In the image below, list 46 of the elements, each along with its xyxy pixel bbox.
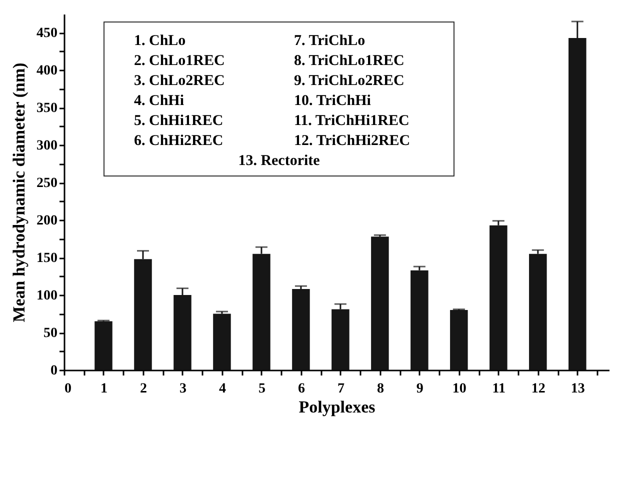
- x-tick-label: 13: [570, 382, 585, 396]
- annotation: 5. ChHi1REC: [134, 113, 224, 129]
- y-axis-title: Mean hydrodynamic diameter (nm): [10, 62, 28, 322]
- annotation: 13. Rectorite: [238, 153, 320, 169]
- y-tick-label: 450: [36, 26, 58, 42]
- annotation: 8. TriChLo1REC: [294, 53, 404, 69]
- y-tick-label: 150: [36, 251, 58, 266]
- x-tick-label: 12: [531, 382, 546, 396]
- x-tick-label: 7: [337, 382, 344, 396]
- x-tick-label: 11: [492, 382, 506, 396]
- y-tick-label: 400: [36, 64, 58, 79]
- bar: [410, 270, 428, 370]
- y-tick-label: 350: [36, 101, 58, 116]
- annotation: 4. ChHi: [134, 93, 184, 109]
- bar: [292, 289, 310, 370]
- annotation: 1. ChLo: [134, 33, 186, 49]
- y-tick-label: 100: [36, 288, 58, 304]
- annotation: 12. TriChHi2REC: [294, 133, 410, 149]
- x-tick-label: 0: [64, 382, 72, 396]
- x-tick-label: 5: [258, 382, 266, 396]
- y-tick-label: 250: [36, 176, 58, 192]
- bar: [529, 254, 547, 370]
- x-tick-label: 4: [218, 382, 226, 396]
- bar: [490, 225, 508, 370]
- x-tick-label: 1: [100, 382, 108, 396]
- annotation: 3. ChLo2REC: [134, 73, 225, 89]
- bar: [450, 310, 468, 370]
- annotation: 10. TriChHi: [294, 93, 371, 109]
- annotation: 2. ChLo1REC: [134, 53, 225, 69]
- y-tick-label: 50: [44, 326, 58, 342]
- x-tick-label: 9: [416, 382, 424, 396]
- x-tick-label: 6: [298, 382, 305, 396]
- annotation: 6. ChHi2REC: [134, 133, 224, 149]
- bar: [94, 321, 112, 370]
- y-tick-label: 200: [36, 214, 58, 229]
- annotation: 7. TriChLo: [294, 33, 366, 49]
- x-tick-label: 2: [140, 382, 147, 396]
- annotation: 9. TriChLo2REC: [294, 73, 404, 89]
- y-tick-label: 0: [50, 364, 58, 378]
- annotation: 11. TriChHi1REC: [294, 113, 410, 129]
- x-tick-label: 8: [376, 382, 384, 396]
- x-axis-title: Polyplexes: [298, 398, 376, 416]
- bar: [332, 309, 350, 370]
- y-tick-label: 300: [36, 138, 58, 154]
- x-tick-label: 3: [179, 382, 186, 396]
- x-tick-label: 10: [452, 382, 466, 396]
